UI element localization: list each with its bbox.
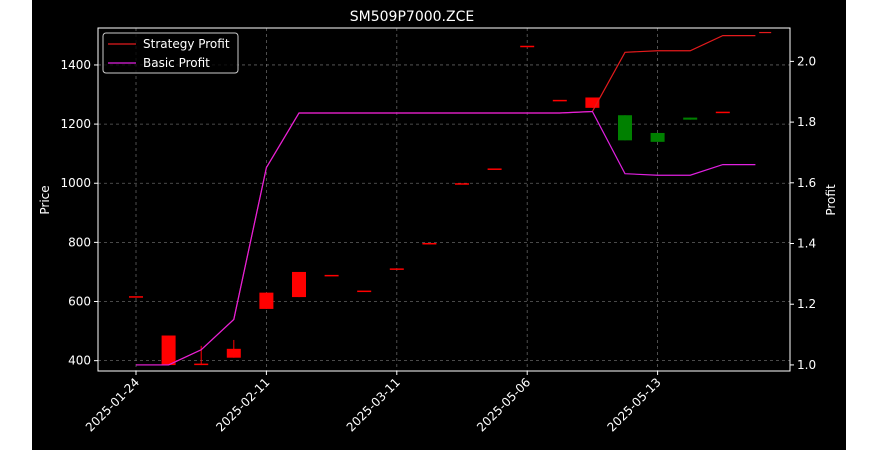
- candle-body: [618, 115, 632, 141]
- candle: [520, 45, 535, 48]
- candle: [683, 117, 698, 120]
- chart-svg: SM509P7000.ZCE 400 600 800 1000 1200 1400 1.0 1…: [38, 9, 838, 434]
- candle: [585, 97, 600, 108]
- y-tick-label-left: 600: [68, 295, 91, 309]
- candle: [422, 242, 437, 245]
- profit-lines: [136, 31, 772, 366]
- candle: [715, 111, 730, 114]
- candle-body: [292, 271, 306, 298]
- candle-body: [650, 132, 665, 142]
- candles: [129, 45, 730, 366]
- candle-body: [715, 111, 730, 114]
- legend: Strategy Profit Basic Profit: [102, 32, 239, 74]
- x-tick-label: 2025-01-24: [83, 375, 142, 434]
- legend-box: [102, 32, 239, 74]
- candle: [194, 345, 209, 366]
- candle: [389, 268, 404, 270]
- x-tick-label: 2025-05-13: [605, 375, 664, 434]
- candle-body: [324, 274, 339, 277]
- candle: [552, 99, 567, 102]
- candle: [455, 183, 469, 185]
- candle: [161, 335, 176, 366]
- y-tick-label-right: 1.2: [797, 297, 816, 311]
- candle-body: [357, 290, 372, 293]
- candle: [129, 296, 143, 298]
- legend-label-basic-profit: Basic Profit: [143, 56, 210, 70]
- plot-frame: [97, 27, 791, 372]
- candle: [292, 271, 306, 298]
- y-axis-right-label: Profit: [824, 184, 838, 216]
- candle-body: [520, 45, 535, 48]
- candle-body: [585, 97, 600, 108]
- axes: 400 600 800 1000 1200 1400 1.0 1.2 1.4 1.6 1.8 2.0 2…: [60, 54, 816, 434]
- candle-body: [389, 268, 404, 270]
- candle: [357, 290, 372, 293]
- candle-body: [422, 242, 437, 245]
- candle-body: [226, 348, 241, 358]
- candle-body: [194, 363, 209, 366]
- y-tick-label-left: 800: [68, 235, 91, 249]
- y-tick-label-right: 1.4: [797, 237, 816, 251]
- y-tick-label-left: 1400: [60, 58, 91, 72]
- x-tick-label: 2025-03-11: [344, 375, 403, 434]
- candle-body: [161, 335, 176, 366]
- y-tick-label-right: 1.0: [797, 358, 816, 372]
- candle: [259, 292, 274, 309]
- y-tick-label-left: 400: [68, 354, 91, 368]
- candle: [487, 168, 502, 170]
- candle-body: [259, 292, 274, 309]
- y-tick-label-left: 1000: [60, 176, 91, 190]
- candle: [618, 115, 632, 141]
- y-tick-label-right: 2.0: [797, 54, 816, 68]
- y-tick-label-right: 1.8: [797, 115, 816, 129]
- candle-body: [552, 99, 567, 102]
- candle: [324, 274, 339, 277]
- legend-label-strategy-profit: Strategy Profit: [143, 37, 230, 51]
- candle-body: [455, 183, 469, 185]
- chart-figure: SM509P7000.ZCE 400 600 800 1000 1200 1400 1.0 1…: [32, 0, 846, 450]
- y-tick-label-left: 1200: [60, 117, 91, 131]
- basic-profit-line: [136, 110, 756, 366]
- y-axis-left-label: Price: [38, 185, 52, 214]
- candle-body: [683, 117, 698, 120]
- strategy-profit-line: [136, 34, 756, 366]
- candle-body: [129, 296, 143, 298]
- candle: [650, 132, 665, 142]
- x-tick-label: 2025-02-11: [213, 375, 272, 434]
- candle-body: [487, 168, 502, 170]
- y-tick-label-right: 1.6: [797, 176, 816, 190]
- chart-title: SM509P7000.ZCE: [350, 9, 474, 25]
- x-tick-label: 2025-05-06: [474, 375, 533, 434]
- grid: [98, 28, 790, 371]
- candle: [226, 339, 241, 358]
